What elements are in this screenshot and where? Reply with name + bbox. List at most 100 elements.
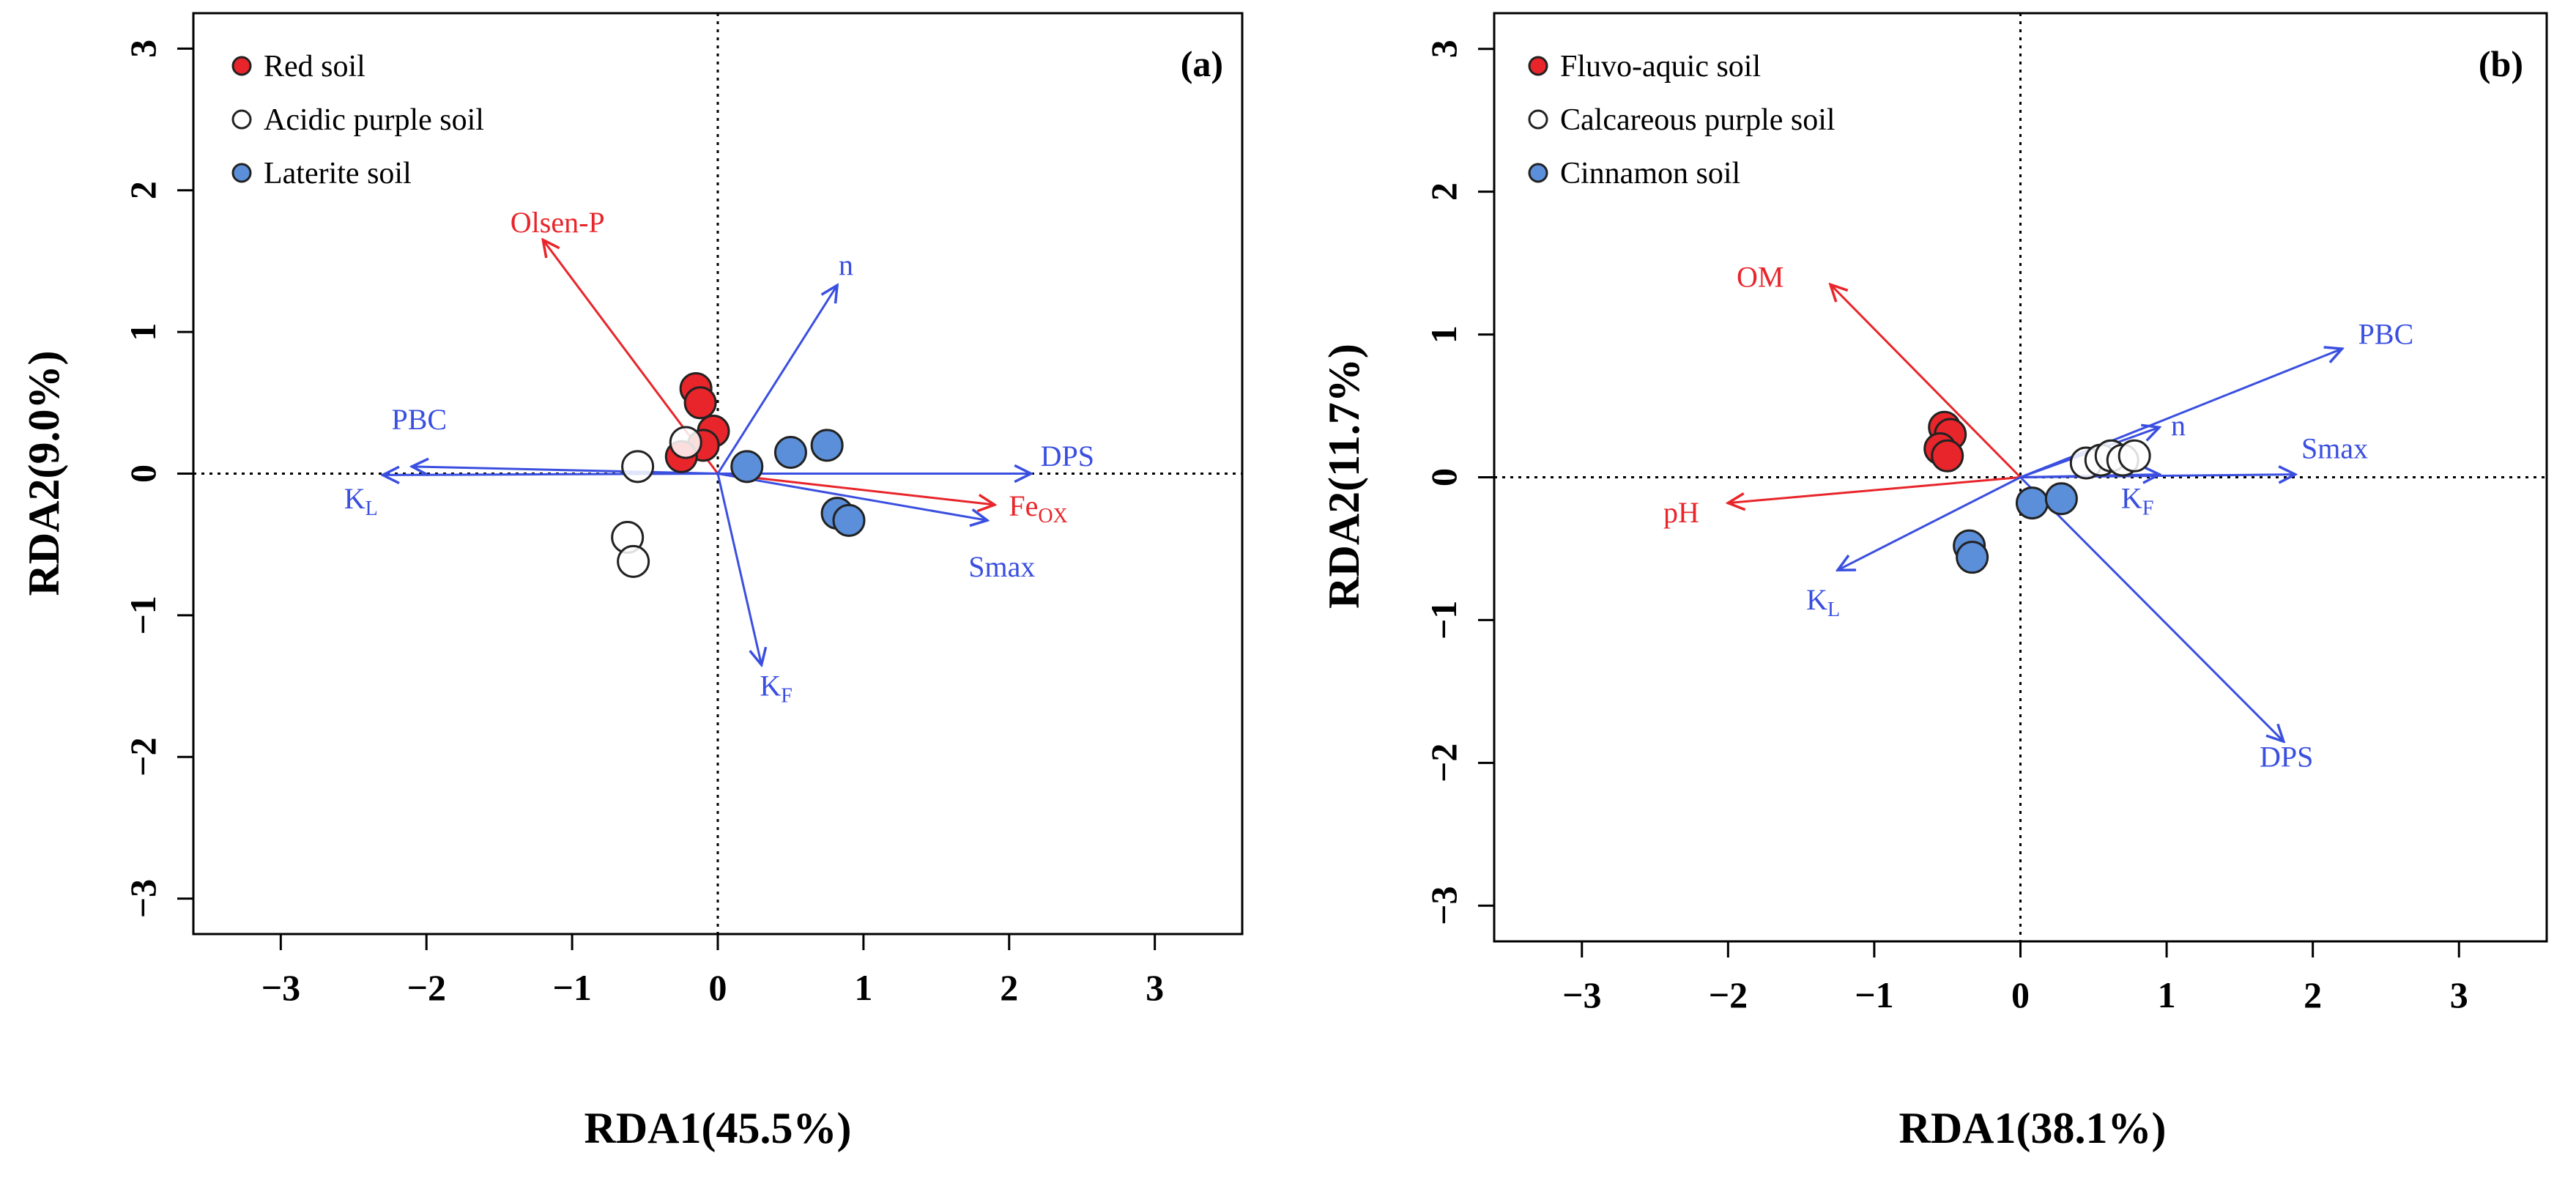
data-point (2117, 439, 2151, 473)
legend-swatch (231, 163, 252, 183)
y-axis-title: RDA2(11.7%) (1320, 344, 1368, 609)
loading-arrow (716, 285, 837, 475)
loading-arrow (383, 474, 719, 475)
data-point (617, 544, 650, 578)
data-point (683, 386, 717, 420)
data-point (730, 450, 764, 484)
y-tick-label: 0 (1423, 468, 1464, 486)
loading-arrow (2019, 476, 2284, 742)
arrow-label: FeOX (1009, 489, 1067, 527)
x-axis-title: RDA1(45.5%) (584, 1104, 852, 1152)
x-tick-label: −2 (1709, 974, 1748, 1015)
legend-label: Cinnamon soil (1560, 157, 1740, 190)
legend-label: Fluvo-aquic soil (1560, 50, 1761, 84)
y-tick-label: 1 (122, 323, 163, 341)
data-point (832, 503, 866, 537)
loading-arrow (412, 467, 719, 474)
data-point (669, 426, 702, 459)
legend-label: Laterite soil (264, 157, 412, 190)
x-axis: −3 −2 −1 0 1 2 3 (1562, 941, 2468, 1015)
y-tick-label: −3 (1423, 886, 1464, 926)
arrow-label: KL (1806, 583, 1840, 621)
loading-arrow (1838, 476, 2022, 571)
y-tick-label: −3 (122, 879, 163, 919)
arrow-label-subscript: OX (1038, 505, 1067, 527)
x-tick-label: 0 (2011, 974, 2030, 1015)
x-tick-label: −1 (1855, 974, 1894, 1015)
arrow-label-text: pH (1663, 496, 1699, 529)
arrow-label-text: OM (1737, 261, 1783, 294)
loading-arrow (717, 473, 995, 505)
x-tick-label: 0 (709, 967, 727, 1008)
arrow-label-subscript: L (365, 498, 378, 521)
arrow-label-text: PBC (391, 403, 447, 436)
arrow-label-text: DPS (1041, 440, 1094, 473)
arrow-label: n (2171, 409, 2186, 442)
data-point (1956, 541, 1989, 574)
arrow-label: DPS (1041, 440, 1094, 473)
arrow-label: Smax (2301, 432, 2368, 465)
arrow-label-text: n (2171, 409, 2186, 442)
arrow-label-text: K (2121, 482, 2142, 515)
x-tick-label: 1 (2158, 974, 2176, 1015)
data-point (1931, 439, 1964, 473)
x-tick-label: 2 (2304, 974, 2322, 1015)
arrow-label-text: K (760, 670, 781, 703)
arrow-label: OM (1737, 261, 1783, 294)
arrow-label: KL (344, 482, 378, 520)
x-tick-label: 3 (1146, 967, 1164, 1008)
y-tick-label: 3 (122, 40, 163, 58)
data-point (810, 429, 844, 462)
legend-swatch (1528, 109, 1548, 130)
arrow-label-subscript: F (781, 685, 793, 708)
arrow-label: DPS (2260, 741, 2313, 774)
arrow-label: pH (1663, 496, 1699, 529)
y-tick-label: −1 (1423, 601, 1464, 640)
x-tick-label: 2 (1000, 967, 1018, 1008)
legend-swatch (1528, 163, 1548, 183)
x-tick-label: −2 (407, 967, 446, 1008)
x-tick-label: −3 (1562, 974, 1602, 1015)
y-tick-label: 1 (1423, 325, 1464, 344)
arrow-label-text: K (344, 482, 365, 515)
panel-label: (a) (1181, 43, 1223, 84)
y-tick-label: 2 (122, 181, 163, 199)
arrow-label: n (839, 248, 853, 281)
y-tick-label: 3 (1423, 40, 1464, 58)
legend-swatch (1528, 56, 1548, 76)
arrow-label: PBC (2358, 318, 2414, 351)
arrow-label: Olsen-P (511, 206, 605, 239)
x-tick-label: −3 (261, 967, 301, 1008)
arrow-label-text: Fe (1009, 489, 1038, 522)
x-tick-label: −1 (552, 967, 592, 1008)
arrow-label-text: Smax (2301, 432, 2368, 465)
arrow-label-text: Smax (968, 550, 1035, 583)
y-tick-label: −2 (1423, 744, 1464, 783)
legend-label: Acidic purple soil (264, 103, 484, 137)
arrow-label-text: PBC (2358, 318, 2414, 351)
data-point (773, 435, 807, 469)
data-point (2015, 486, 2049, 520)
y-tick-label: 0 (122, 464, 163, 483)
loading-arrow (1728, 476, 2021, 503)
loading-arrow (716, 473, 762, 665)
x-axis-title: RDA1(38.1%) (1899, 1104, 2167, 1152)
loading-arrow (1830, 284, 2022, 478)
y-axis-title: RDA2(9.0%) (20, 351, 68, 596)
arrow-label: KF (2121, 482, 2153, 520)
x-tick-label: 1 (854, 967, 872, 1008)
legend-swatch (231, 109, 252, 130)
arrow-label: KF (760, 670, 792, 708)
panel-label: (b) (2479, 43, 2523, 84)
point-layer (611, 371, 866, 578)
x-axis: −3 −2 −1 0 1 2 3 (261, 934, 1164, 1008)
legend-label: Red soil (264, 50, 365, 84)
arrow-label-text: DPS (2260, 741, 2313, 774)
legend: Red soil Acidic purple soil Laterite soil (231, 50, 484, 190)
loading-arrow (717, 473, 987, 521)
y-axis: −3 −2 −1 0 1 2 3 (1423, 40, 1494, 925)
arrow-label-text: K (1806, 583, 1827, 616)
